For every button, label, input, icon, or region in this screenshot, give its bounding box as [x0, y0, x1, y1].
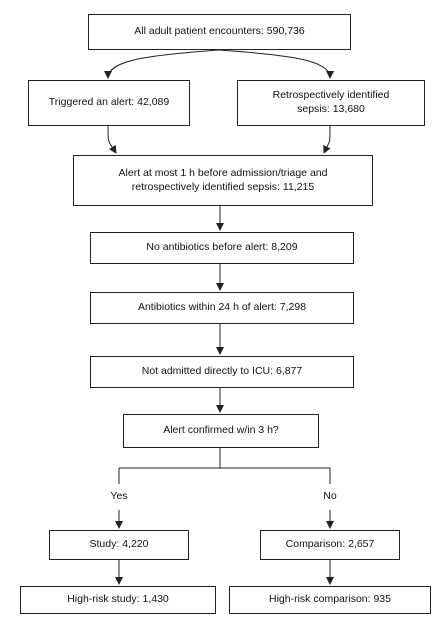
high-risk-comparison-text: High-risk comparison: 935 [269, 593, 391, 606]
alert-confirmed-decision-box: Alert confirmed w/in 3 h? [123, 414, 319, 448]
yes-branch-label: Yes [110, 490, 128, 502]
antibiotics-24h-text: Antibiotics within 24 h of alert: 7,298 [137, 301, 307, 314]
retro-sepsis-box: Retrospectively identified sepsis: 13,68… [237, 80, 425, 126]
high-risk-study-text: High-risk study: 1,430 [67, 593, 169, 606]
comparison-text: Comparison: 2,657 [285, 538, 375, 551]
not-icu-text: Not admitted directly to ICU: 6,877 [141, 365, 303, 378]
arrow-top-to-triggered [104, 49, 220, 79]
retro-sepsis-text: Retrospectively identified sepsis: 13,68… [272, 89, 390, 115]
arrow-top-to-retro [218, 49, 334, 79]
triggered-alert-box: Triggered an alert: 42,089 [28, 80, 190, 126]
no-branch-label: No [323, 490, 337, 502]
not-icu-box: Not admitted directly to ICU: 6,877 [90, 356, 354, 388]
high-risk-comparison-box: High-risk comparison: 935 [229, 586, 431, 614]
arrow-triggered-to-alert1h [107, 125, 117, 154]
antibiotics-24h-box: Antibiotics within 24 h of alert: 7,298 [90, 292, 354, 324]
alert-within-1h-text: Alert at most 1 h before admission/triag… [118, 166, 328, 193]
alert-confirmed-text: Alert confirmed w/in 3 h? [163, 424, 279, 437]
study-box: Study: 4,220 [49, 530, 189, 560]
no-antibiotics-text: No antibiotics before alert: 8,209 [146, 241, 298, 254]
high-risk-study-box: High-risk study: 1,430 [20, 586, 216, 614]
comparison-box: Comparison: 2,657 [260, 530, 400, 560]
study-text: Study: 4,220 [89, 538, 149, 551]
all-encounters-text: All adult patient encounters: 590,736 [134, 25, 305, 38]
all-encounters-box: All adult patient encounters: 590,736 [88, 14, 351, 50]
alert-within-1h-box: Alert at most 1 h before admission/triag… [73, 155, 373, 206]
triggered-alert-text: Triggered an alert: 42,089 [48, 96, 170, 109]
no-antibiotics-box: No antibiotics before alert: 8,209 [90, 232, 354, 264]
arrow-retro-to-alert1h [323, 125, 331, 154]
